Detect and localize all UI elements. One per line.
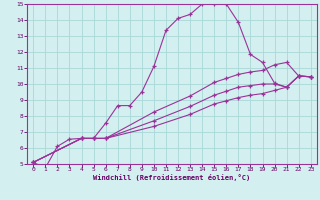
X-axis label: Windchill (Refroidissement éolien,°C): Windchill (Refroidissement éolien,°C) — [93, 174, 251, 181]
